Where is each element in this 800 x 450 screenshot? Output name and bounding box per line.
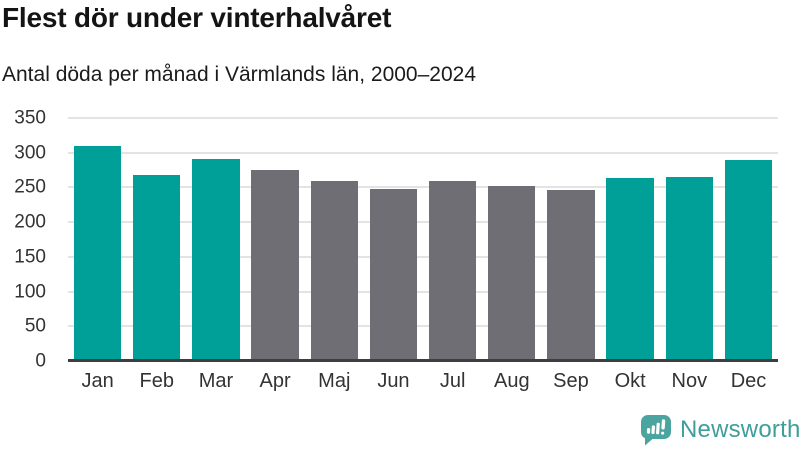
bar-nov: [665, 177, 713, 361]
bar-feb: [133, 174, 181, 361]
x-tick-label-jun: Jun: [377, 370, 410, 392]
bar-slot-nov: [660, 118, 719, 361]
x-tick-label-jan: Jan: [81, 370, 114, 392]
bar-jun: [369, 188, 418, 361]
x-axis: Jan Feb Mar Apr Maj Jun Jul Aug Sep Okt Nov Dec: [68, 370, 778, 393]
x-tick-label-dec: Dec: [730, 370, 767, 392]
speech-bubble-bar-chart-icon: [641, 415, 671, 446]
bar-jan: [73, 145, 122, 361]
bar-slot-apr: [246, 118, 305, 361]
newsworthy-logo-text: Newsworthy: [680, 416, 800, 443]
x-axis-line: [68, 359, 778, 362]
bar-apr: [251, 170, 299, 361]
x-tick-label-nov: Nov: [671, 370, 708, 392]
y-tick-label-0: 0: [35, 350, 46, 372]
y-tick-label-350: 350: [14, 107, 46, 129]
gridline-200: [68, 221, 778, 224]
bar-slot-aug: [482, 118, 541, 361]
x-tick-label-maj: Maj: [318, 370, 351, 392]
gridline-100: [68, 290, 778, 293]
y-tick-label-300: 300: [14, 142, 46, 164]
bar-aug: [488, 186, 536, 361]
bar-slot-sep: [541, 118, 600, 361]
bar-maj: [310, 181, 358, 361]
gridline-300: [68, 151, 778, 154]
x-tick-label-okt: Okt: [614, 370, 646, 392]
y-tick-label-50: 50: [24, 315, 46, 337]
bars-row: [68, 118, 778, 361]
bar-slot-okt: [601, 118, 660, 361]
y-tick-label-250: 250: [14, 176, 46, 198]
bar-slot-jan: [68, 118, 127, 361]
bar-okt: [606, 177, 654, 361]
plot-area: [68, 117, 778, 362]
gridline-150: [68, 255, 778, 258]
x-tick-label-aug: Aug: [493, 370, 530, 392]
x-tick-label-feb: Feb: [139, 370, 174, 392]
bar-slot-feb: [127, 118, 186, 361]
bar-slot-jun: [364, 118, 423, 361]
bar-dec: [724, 159, 773, 361]
y-tick-label-150: 150: [14, 246, 46, 268]
newsworthy-logo: Newsworthy: [639, 413, 800, 447]
x-tick-label-jul: Jul: [439, 370, 466, 392]
chart-title: Flest dör under vinterhalvåret: [2, 2, 392, 33]
bar-slot-maj: [305, 118, 364, 361]
bar-slot-dec: [719, 118, 778, 361]
bar-jul: [428, 181, 477, 361]
x-tick-label-mar: Mar: [198, 370, 234, 392]
y-axis: 0 50 100 150 200 250 300 350: [0, 109, 46, 371]
gridline-350: [68, 117, 778, 119]
x-tick-label-sep: Sep: [553, 370, 589, 392]
y-tick-label-200: 200: [14, 211, 46, 233]
x-tick-label-apr: Apr: [259, 370, 291, 392]
bar-mar: [192, 158, 240, 361]
bar-slot-jul: [423, 118, 482, 361]
bar-slot-mar: [186, 118, 245, 361]
gridline-250: [68, 186, 778, 189]
chart-subtitle: Antal döda per månad i Värmlands län, 20…: [2, 63, 476, 86]
bar-sep: [547, 190, 595, 361]
gridline-50: [68, 325, 778, 328]
y-tick-label-100: 100: [14, 281, 46, 303]
